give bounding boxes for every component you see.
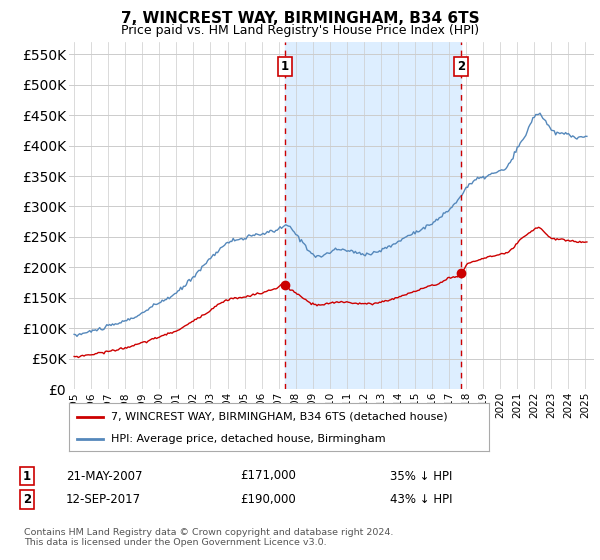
Text: 35% ↓ HPI: 35% ↓ HPI: [390, 469, 452, 483]
Bar: [285, 42, 461, 389]
Text: Price paid vs. HM Land Registry's House Price Index (HPI): Price paid vs. HM Land Registry's House …: [121, 24, 479, 37]
Text: 1: 1: [23, 469, 31, 483]
Text: 7, WINCREST WAY, BIRMINGHAM, B34 6TS: 7, WINCREST WAY, BIRMINGHAM, B34 6TS: [121, 11, 479, 26]
Text: 7, WINCREST WAY, BIRMINGHAM, B34 6TS (detached house): 7, WINCREST WAY, BIRMINGHAM, B34 6TS (de…: [111, 412, 448, 422]
Text: 21-MAY-2007: 21-MAY-2007: [66, 469, 143, 483]
Text: £190,000: £190,000: [240, 493, 296, 506]
Text: 1: 1: [281, 60, 289, 73]
Text: £171,000: £171,000: [240, 469, 296, 483]
Text: 43% ↓ HPI: 43% ↓ HPI: [390, 493, 452, 506]
Text: HPI: Average price, detached house, Birmingham: HPI: Average price, detached house, Birm…: [111, 434, 386, 444]
Text: 2: 2: [23, 493, 31, 506]
Text: 2: 2: [457, 60, 465, 73]
Text: Contains HM Land Registry data © Crown copyright and database right 2024.
This d: Contains HM Land Registry data © Crown c…: [24, 528, 394, 547]
Text: 12-SEP-2017: 12-SEP-2017: [66, 493, 141, 506]
